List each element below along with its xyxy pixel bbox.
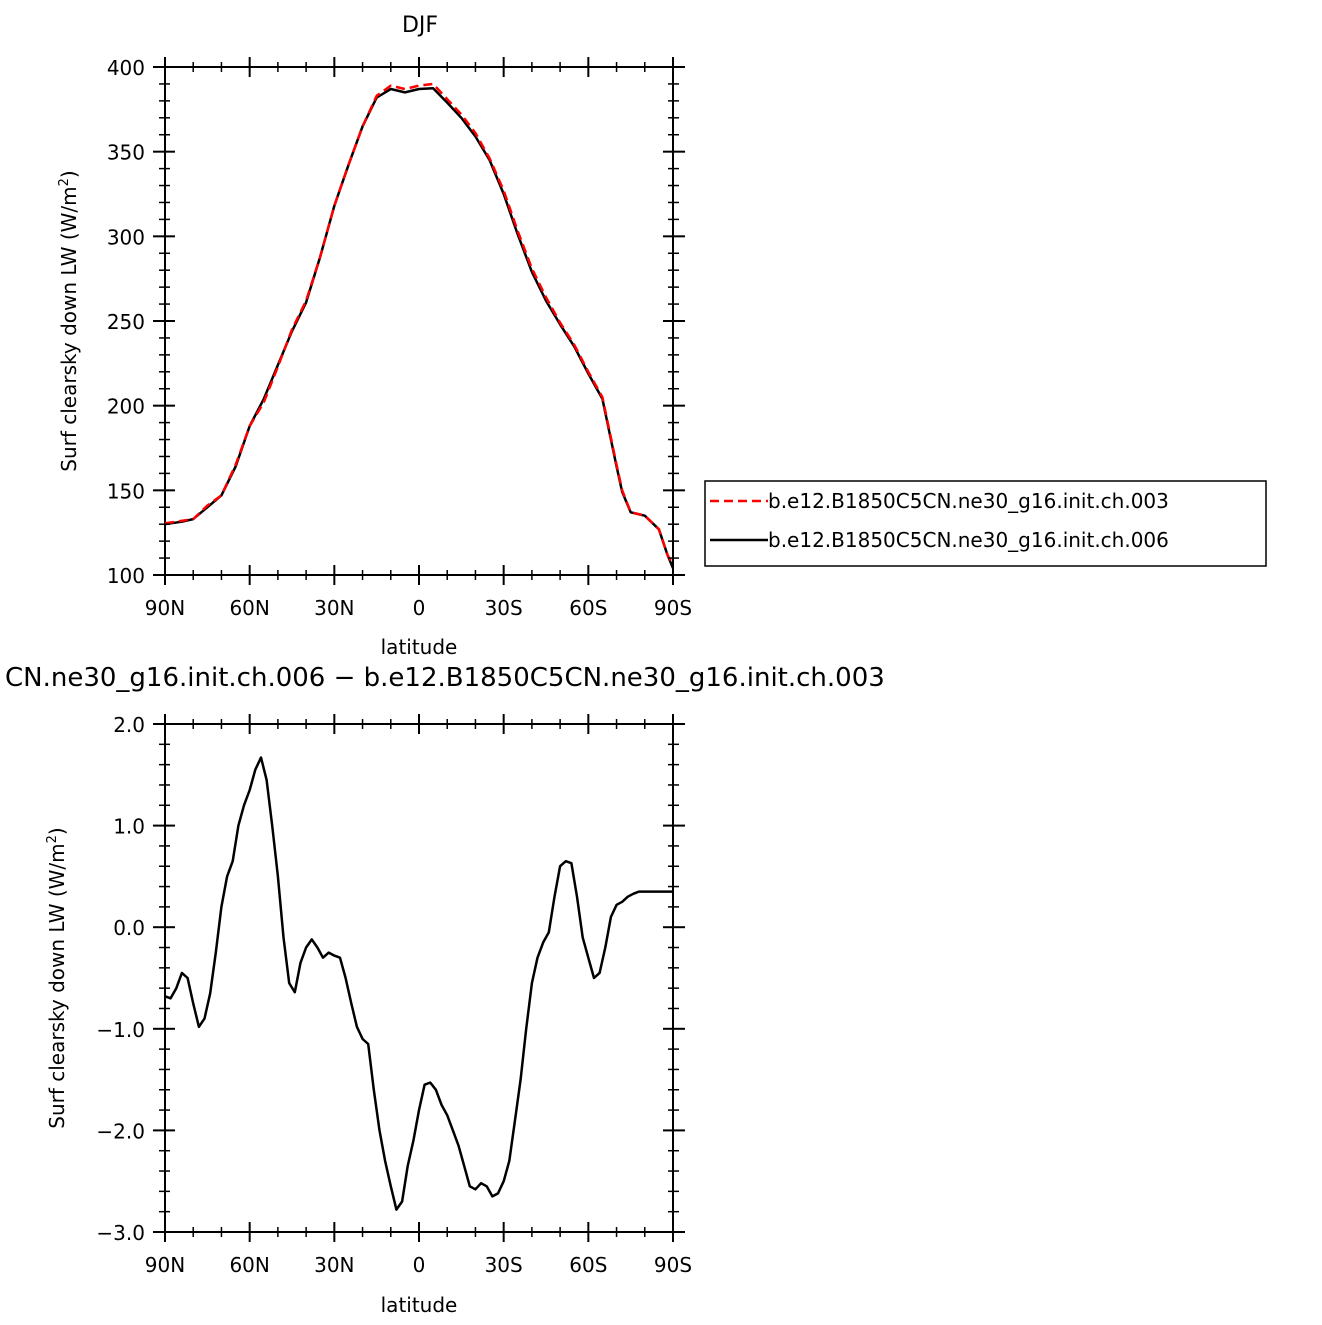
y-tick-label: −1.0 xyxy=(96,1018,145,1042)
y-tick-label: 100 xyxy=(107,564,145,588)
legend-box xyxy=(704,480,1267,567)
series-line-1 xyxy=(164,82,675,566)
tick-group: 90N 60N 30N 0 30S 60S 90S −3.0 −2.0 −1.0 0.0 1.0 2.0 xyxy=(96,713,692,1277)
y-tick-label: 150 xyxy=(107,479,145,503)
y-axis-label-sup: 2 xyxy=(57,178,72,186)
y-tick-label: 1.0 xyxy=(113,815,145,839)
tick-group: 90N 60N 30N 0 30S 60S 90S 100 150 200 250 300 350 400 xyxy=(107,56,692,620)
legend-label-series-1: b.e12.B1850C5CN.ne30_g16.init.ch.003 xyxy=(768,489,1169,513)
plot-frame xyxy=(164,66,674,576)
x-tick-label: 60S xyxy=(569,596,607,620)
x-tick-label: 90S xyxy=(654,1253,692,1277)
x-tick-label: 30N xyxy=(314,1253,354,1277)
x-tick-label: 0 xyxy=(413,1253,426,1277)
x-tick-label: 90S xyxy=(654,596,692,620)
x-tick-label: 90N xyxy=(145,596,185,620)
series-group xyxy=(164,82,675,569)
x-tick-label: 30S xyxy=(485,1253,523,1277)
series-line-1 xyxy=(164,756,673,1211)
y-tick-label: −3.0 xyxy=(96,1221,145,1245)
series-group xyxy=(164,756,673,1211)
y-tick-label: −2.0 xyxy=(96,1119,145,1143)
chart-title: CN.ne30_g16.init.ch.006 − b.e12.B1850C5C… xyxy=(5,663,885,693)
chart-title: DJF xyxy=(402,13,438,38)
y-axis-label-close: ) xyxy=(45,827,69,835)
y-axis-label-sup: 2 xyxy=(45,835,60,843)
y-axis-label: Surf clearsky down LW (W/m2) xyxy=(57,170,81,471)
y-tick-label: 400 xyxy=(107,56,145,80)
x-tick-label: 0 xyxy=(413,596,426,620)
y-tick-label: 200 xyxy=(107,395,145,419)
y-tick-label: 350 xyxy=(107,141,145,165)
legend: b.e12.B1850C5CN.ne30_g16.init.ch.003 b.e… xyxy=(704,480,1267,567)
x-tick-label: 90N xyxy=(145,1253,185,1277)
series-line-2 xyxy=(164,86,675,569)
y-tick-label: 300 xyxy=(107,225,145,249)
y-tick-label: 0.0 xyxy=(113,916,145,940)
x-axis-label: latitude xyxy=(381,635,458,659)
x-axis-label: latitude xyxy=(381,1293,458,1317)
legend-label-series-2: b.e12.B1850C5CN.ne30_g16.init.ch.006 xyxy=(768,528,1169,552)
y-axis-label: Surf clearsky down LW (W/m2) xyxy=(45,827,69,1128)
y-axis-label-main: Surf clearsky down LW (W/m xyxy=(57,186,81,471)
y-axis-label-main: Surf clearsky down LW (W/m xyxy=(45,843,69,1128)
x-tick-label: 60N xyxy=(229,596,269,620)
x-tick-label: 60S xyxy=(569,1253,607,1277)
y-axis-label-close: ) xyxy=(57,170,81,178)
y-tick-label: 250 xyxy=(107,310,145,334)
chart-top-panel: DJF 90N 60N 30N 0 30S 60S 90S 100 150 200 250 300 35… xyxy=(57,13,692,659)
chart-bottom-panel: CN.ne30_g16.init.ch.006 − b.e12.B1850C5C… xyxy=(5,663,885,1317)
x-tick-label: 30N xyxy=(314,596,354,620)
x-tick-label: 30S xyxy=(485,596,523,620)
x-tick-label: 60N xyxy=(229,1253,269,1277)
plot-frame xyxy=(164,723,674,1233)
y-tick-label: 2.0 xyxy=(113,713,145,737)
